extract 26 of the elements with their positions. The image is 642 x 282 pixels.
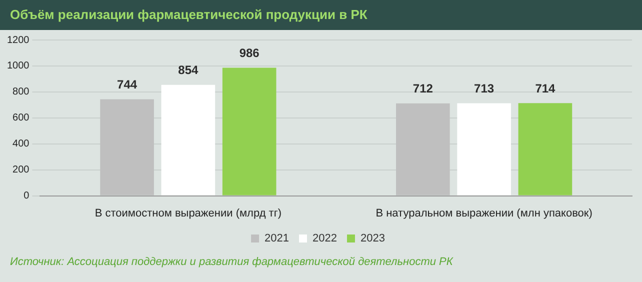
data-label: 744 — [117, 78, 138, 92]
x-tick-label: В стоимостном выражении (млрд тг) — [94, 207, 282, 220]
bar — [518, 103, 572, 196]
y-tick-label: 400 — [12, 138, 30, 150]
legend-label: 2023 — [360, 232, 385, 245]
y-tick-label: 200 — [12, 164, 30, 176]
y-tick-label: 600 — [12, 112, 30, 124]
y-tick-label: 1200 — [6, 34, 30, 46]
bar — [222, 68, 276, 196]
bar — [100, 99, 154, 196]
data-label: 854 — [178, 63, 199, 78]
text: Источник: Ассоциация поддержки и развития фармацевтической деятельности РК — [10, 256, 453, 268]
y-tick-label: 1000 — [6, 60, 30, 72]
chart-title: Объём реализации фармацевтической продукции в РК — [0, 0, 642, 30]
bar — [396, 103, 450, 196]
bar — [457, 103, 511, 196]
y-tick-label: 0 — [24, 190, 30, 202]
x-tick-label: В натуральном выражении (млн упаковок) — [376, 207, 592, 220]
data-label: 712 — [412, 82, 434, 96]
bar — [161, 84, 216, 196]
legend-label: 2021 — [264, 232, 290, 245]
data-label: 714 — [535, 81, 556, 96]
legend-label: 2022 — [312, 232, 337, 245]
data-label: 986 — [239, 46, 260, 60]
data-label: 713 — [474, 82, 494, 96]
y-tick-label: 800 — [12, 86, 30, 98]
